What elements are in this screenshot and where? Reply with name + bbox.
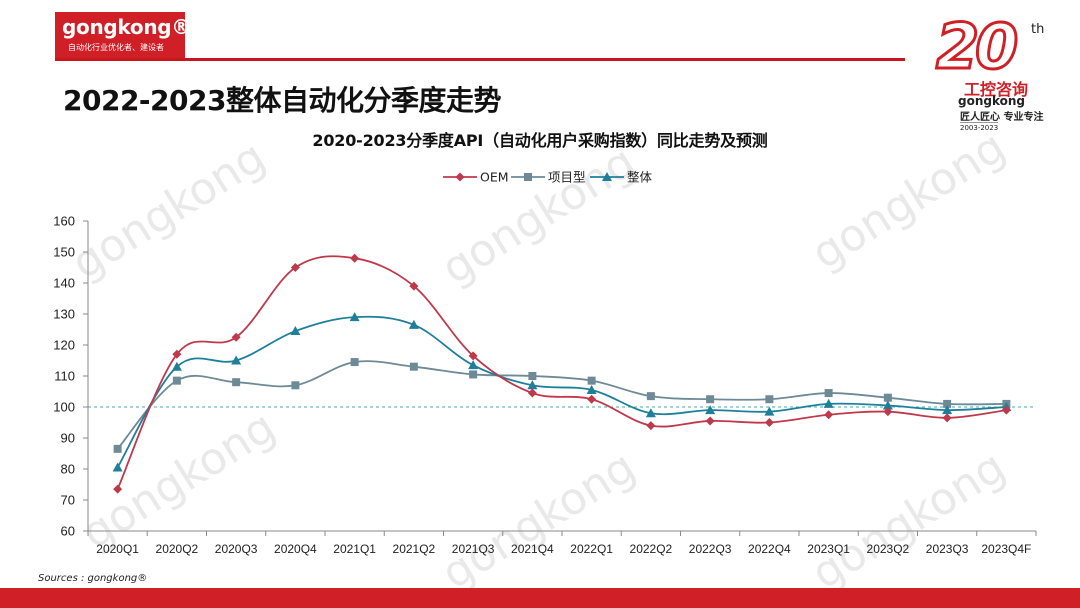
badge-number: 20 <box>934 9 1019 85</box>
data-point-diamond <box>468 351 478 361</box>
page-title: 2022-2023整体自动化分季度走势 <box>63 84 501 117</box>
series-line-square <box>116 360 1007 450</box>
data-point-square <box>469 370 478 379</box>
badge-name-cn: 工控咨询 <box>964 80 1029 99</box>
data-point-diamond <box>764 418 774 427</box>
x-tick-label: 2022Q1 <box>570 542 613 556</box>
data-point-diamond <box>942 413 952 423</box>
data-point-square <box>706 395 715 404</box>
source-note: Sources : gongkong® <box>38 573 148 584</box>
data-point-diamond <box>705 416 715 426</box>
data-point-triangle <box>645 408 656 418</box>
data-point-triangle <box>527 380 538 390</box>
data-point-square <box>350 358 359 367</box>
data-point-square <box>765 395 774 404</box>
data-point-triangle <box>408 319 419 329</box>
data-point-triangle <box>231 355 242 365</box>
data-point-diamond <box>113 484 123 494</box>
y-tick-label: 80 <box>61 462 75 477</box>
data-point-triangle <box>586 384 597 394</box>
logo-text: gongkong® <box>62 15 191 39</box>
x-tick-label: 2020Q2 <box>156 542 199 556</box>
data-point-square <box>172 376 181 385</box>
data-point-diamond <box>883 407 893 417</box>
data-point-diamond <box>409 281 419 291</box>
legend-label: 整体 <box>627 170 653 185</box>
x-tick-label: 2023Q3 <box>926 542 969 556</box>
y-tick-label: 160 <box>53 214 75 229</box>
y-tick-label: 110 <box>54 369 75 384</box>
data-point-square <box>883 393 892 402</box>
legend-marker <box>455 172 465 182</box>
data-point-diamond <box>527 388 537 398</box>
footer-bar <box>0 588 1080 608</box>
x-tick-label: 2022Q2 <box>630 542 673 556</box>
data-point-square <box>646 392 655 401</box>
x-tick-label: 2022Q4 <box>748 542 791 556</box>
anniversary-badge: 20 th 工控咨询 gongkong 匠人匠心 专业专注 2003-2023 <box>930 9 1070 133</box>
x-tick-label: 2020Q4 <box>274 542 317 556</box>
x-tick-label: 2023Q1 <box>807 542 850 556</box>
y-tick-label: 120 <box>53 338 75 353</box>
x-tick-label: 2021Q4 <box>511 542 554 556</box>
legend-marker <box>524 173 532 181</box>
data-point-diamond <box>646 421 656 431</box>
data-point-triangle <box>764 406 775 416</box>
x-tick-label: 2023Q4F <box>981 542 1031 556</box>
data-point-square <box>113 444 122 453</box>
data-point-triangle <box>705 405 716 415</box>
data-point-triangle <box>290 326 301 336</box>
y-tick-label: 140 <box>53 276 75 291</box>
data-point-diamond <box>350 253 360 263</box>
data-point-square <box>943 399 952 408</box>
legend-marker <box>602 172 612 181</box>
data-point-square <box>409 362 418 371</box>
x-tick-label: 2021Q1 <box>333 542 376 556</box>
y-tick-label: 150 <box>53 245 75 260</box>
data-point-diamond <box>824 410 834 420</box>
data-point-diamond <box>290 263 300 272</box>
x-tick-label: 2022Q3 <box>689 542 732 556</box>
data-point-square <box>528 372 537 380</box>
y-tick-label: 130 <box>53 307 75 322</box>
data-point-triangle <box>823 398 834 408</box>
logo-tagline: 自动化行业优化者、建设者 <box>68 43 164 52</box>
badge-slogan: 匠人匠心 专业专注 <box>960 112 1044 123</box>
legend-label: OEM <box>480 170 509 185</box>
data-point-diamond <box>231 332 241 342</box>
chart-title: 2020-2023分季度API（自动化用户采购指数）同比走势及预测 <box>312 131 768 150</box>
y-tick-label: 100 <box>53 400 75 415</box>
badge-suffix: th <box>1031 22 1045 37</box>
header-divider <box>55 58 905 61</box>
series-line-triangle <box>116 315 1007 468</box>
x-tick-label: 2021Q3 <box>452 542 495 556</box>
x-tick-label: 2020Q3 <box>215 542 258 556</box>
x-tick-label: 2021Q2 <box>393 542 436 556</box>
data-point-square <box>232 378 241 387</box>
badge-years: 2003-2023 <box>960 122 999 132</box>
data-point-triangle <box>112 462 123 472</box>
data-point-diamond <box>1001 405 1011 415</box>
badge-name-en: gongkong <box>958 94 1026 108</box>
y-tick-label: 60 <box>61 524 75 539</box>
data-point-diamond <box>172 349 182 359</box>
series-line-diamond <box>116 255 1007 490</box>
x-tick-label: 2020Q1 <box>96 542 139 556</box>
data-point-square <box>291 381 300 390</box>
data-point-triangle <box>468 360 479 370</box>
gongkong-logo: gongkong® 自动化行业优化者、建设者 <box>55 12 191 60</box>
x-tick-label: 2023Q2 <box>867 542 910 556</box>
legend-label: 项目型 <box>548 170 586 185</box>
data-point-triangle <box>882 400 893 410</box>
data-point-square <box>824 389 833 398</box>
data-point-diamond <box>587 394 597 404</box>
y-tick-label: 70 <box>61 493 75 508</box>
y-tick-label: 90 <box>61 431 75 446</box>
data-point-triangle <box>942 405 953 415</box>
data-point-triangle <box>171 361 182 371</box>
data-point-square <box>587 376 596 385</box>
data-point-triangle <box>349 312 360 322</box>
